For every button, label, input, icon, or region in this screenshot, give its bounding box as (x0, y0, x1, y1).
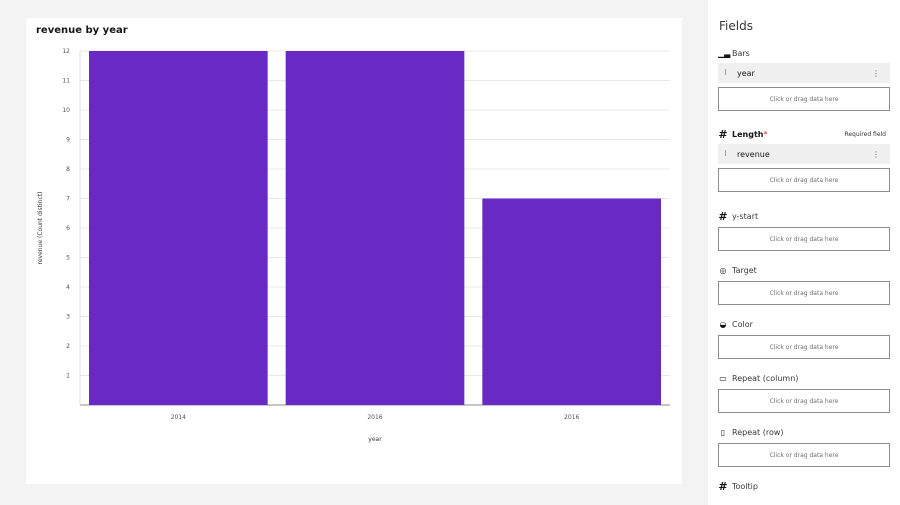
x-tick-label: 2014 (171, 414, 186, 421)
hash-icon: # (718, 127, 728, 141)
y-tick-label: 3 (66, 314, 70, 321)
y-tick-label: 11 (62, 78, 70, 85)
repeat-column-section: ▭ Repeat (column) Click or drag data her… (718, 371, 890, 413)
hash-icon: # (718, 479, 728, 493)
bar-3 (482, 198, 661, 405)
overflow-menu-icon[interactable]: ⋮ (872, 68, 880, 78)
y-tick-label: 1 (66, 373, 70, 380)
bar-2 (285, 51, 465, 405)
required-note: Required field (844, 130, 886, 138)
chart-title: revenue by year (36, 25, 128, 36)
column-icon: ▭ (719, 373, 727, 383)
target-label: Target (732, 265, 757, 275)
color-drop-zone[interactable]: Click or drag data here (718, 335, 890, 359)
overflow-menu-icon[interactable]: ⋮ (872, 149, 880, 159)
panel-title: Fields (719, 19, 753, 33)
bar-chart-icon: ▁▃ (718, 48, 731, 58)
drag-handle-icon[interactable]: ⠇ (724, 150, 730, 158)
x-tick-label: 2016 (564, 414, 579, 421)
bar-1 (89, 51, 268, 405)
chart-card: revenue by year 1 2 3 4 5 6 7 8 9 10 11 12 2014 2016 2… (26, 18, 682, 484)
repeat-column-drop-zone[interactable]: Click or drag data here (718, 389, 890, 413)
tooltip-section: # Tooltip (718, 479, 890, 493)
y-tick-label: 8 (66, 166, 70, 173)
row-icon: ▯ (720, 427, 726, 437)
length-drop-zone[interactable]: Click or drag data here (718, 168, 890, 192)
y-tick-label: 12 (62, 48, 70, 55)
y-tick-label: 4 (66, 284, 70, 291)
hash-icon: # (718, 209, 728, 223)
drag-handle-icon[interactable]: ⠇ (724, 69, 730, 77)
y-tick-label: 9 (66, 137, 70, 144)
x-tick-label: 2016 (367, 414, 382, 421)
bars-drop-zone[interactable]: Click or drag data here (718, 87, 890, 111)
x-axis-label: year (368, 436, 382, 443)
bars-section: ▁▃ Bars ⠇ year ⋮ Click or drag data here (718, 46, 890, 111)
y-tick-label: 2 (66, 343, 70, 350)
y-tick-label: 6 (66, 225, 70, 232)
target-icon: ◎ (719, 265, 727, 275)
repeat-row-label: Repeat (row) (732, 427, 784, 437)
repeat-row-drop-zone[interactable]: Click or drag data here (718, 443, 890, 467)
tooltip-label: Tooltip (732, 481, 758, 491)
chip-label: revenue (737, 149, 770, 159)
y-tick-label: 7 (66, 196, 70, 203)
length-label: Length (732, 129, 764, 139)
field-chip-year[interactable]: ⠇ year ⋮ (718, 63, 890, 83)
y-axis-label: revenue (Count distinct) (37, 192, 44, 265)
repeat-row-section: ▯ Repeat (row) Click or drag data here (718, 425, 890, 467)
target-drop-zone[interactable]: Click or drag data here (718, 281, 890, 305)
ystart-drop-zone[interactable]: Click or drag data here (718, 227, 890, 251)
y-tick-label: 5 (66, 255, 70, 262)
repeat-column-label: Repeat (column) (732, 373, 799, 383)
bars-label: Bars (732, 48, 750, 58)
color-section: ◒ Color Click or drag data here (718, 317, 890, 359)
length-section: # Length * Required field ⠇ revenue ⋮ Cli… (718, 127, 890, 192)
field-chip-revenue[interactable]: ⠇ revenue ⋮ (718, 144, 890, 164)
target-section: ◎ Target Click or drag data here (718, 263, 890, 305)
y-tick-label: 10 (62, 107, 70, 114)
required-star: * (763, 129, 768, 139)
palette-icon: ◒ (719, 319, 727, 329)
ystart-section: # y-start Click or drag data here (718, 209, 890, 251)
color-label: Color (732, 319, 753, 329)
fields-panel: Fields ▁▃ Bars ⠇ year ⋮ Click or drag da… (708, 0, 900, 505)
ystart-label: y-start (732, 211, 759, 221)
chip-label: year (737, 68, 755, 78)
